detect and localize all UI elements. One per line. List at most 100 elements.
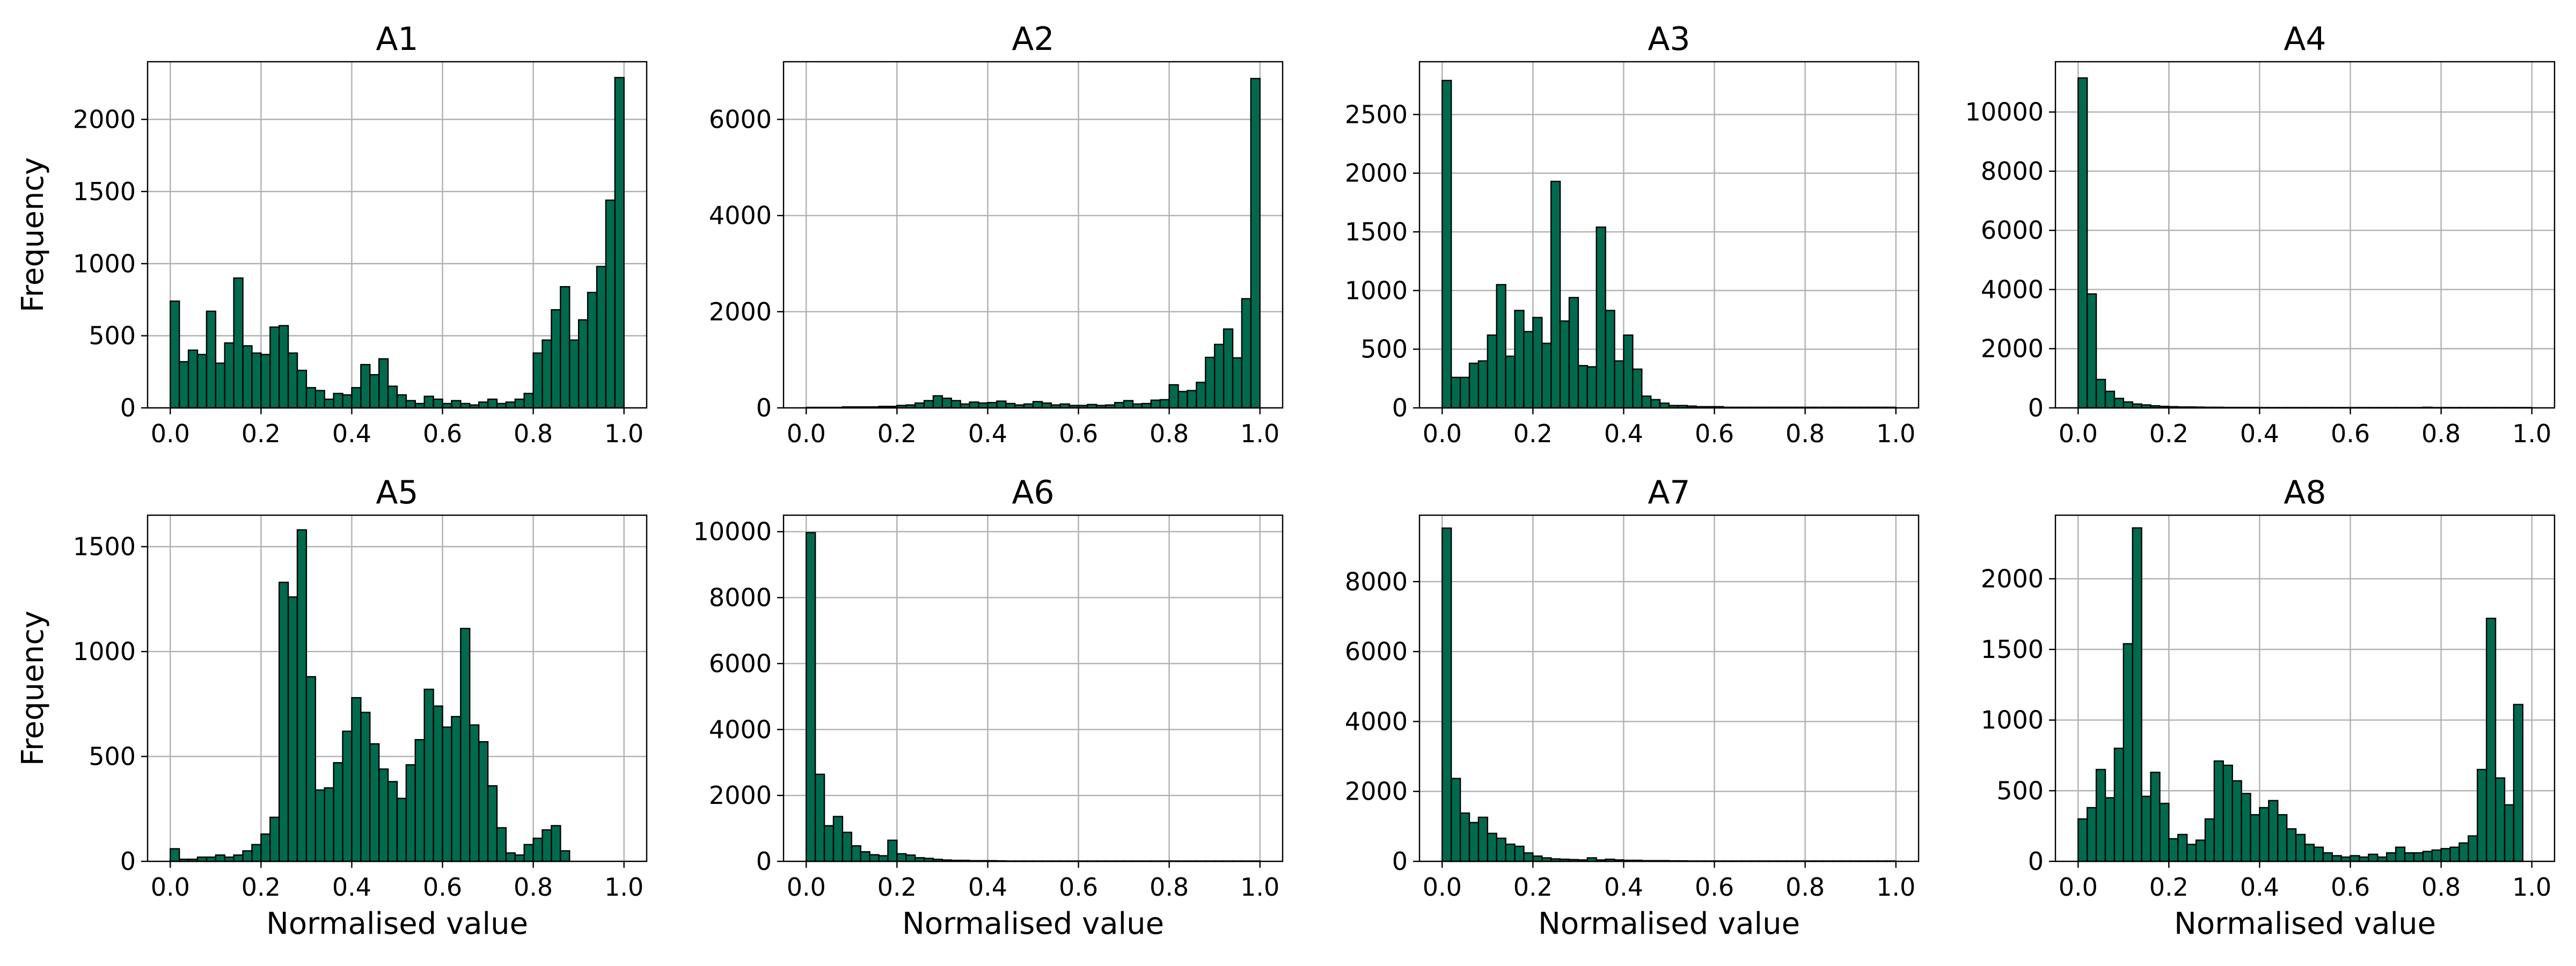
histogram-bar — [1150, 399, 1161, 409]
x-tick-label: 0.4 — [332, 419, 371, 448]
histogram-bar — [505, 401, 516, 409]
histogram-bar — [2395, 846, 2406, 862]
histogram-bar — [1196, 382, 1206, 409]
x-tick-label: 0.2 — [877, 419, 917, 448]
histogram-bar — [487, 785, 498, 862]
histogram-bar — [478, 401, 489, 409]
histogram-bar — [2141, 795, 2151, 862]
histogram-bar — [296, 369, 308, 409]
x-axis-label: Normalised value — [902, 906, 1164, 941]
histogram-bar — [196, 354, 208, 409]
histogram-bar — [560, 850, 570, 862]
x-tick-label: 0.2 — [241, 873, 281, 902]
plot-frame — [1418, 514, 1920, 862]
x-tick-label: 1.0 — [2512, 873, 2551, 902]
histogram-bar — [324, 398, 334, 409]
subplot-title: A6 — [1012, 474, 1054, 511]
subplot-title: A2 — [1012, 20, 1054, 58]
y-tick-label: 6000 — [709, 105, 772, 134]
histogram-bar — [941, 397, 953, 409]
x-tick-label: 0.6 — [423, 419, 462, 448]
subplot-a2: 0.0 0.2 0.4 0.6 0.8 1.0 0 2000 4000 6000 A2 — [709, 20, 1284, 448]
histogram-bar — [1441, 527, 1452, 862]
histogram-bar — [2504, 804, 2515, 862]
histogram-bar — [414, 739, 425, 862]
histogram-bar — [1477, 360, 1489, 409]
histogram-bar — [1541, 342, 1552, 409]
y-tick-label: 500 — [1360, 335, 1408, 364]
histogram-bar — [2159, 802, 2170, 862]
histogram-bar — [2168, 838, 2179, 862]
histogram-bar — [2113, 748, 2125, 862]
histogram-bar — [923, 400, 934, 409]
histogram-bar — [2123, 401, 2133, 409]
histogram-bar — [1177, 391, 1188, 409]
histogram-bar — [514, 854, 525, 862]
histogram-bar — [560, 286, 570, 409]
histogram-bar — [514, 398, 525, 409]
subplot-title: A8 — [2284, 474, 2326, 511]
plot-frame — [782, 61, 1284, 409]
histogram-bar — [1441, 79, 1452, 409]
y-tick-label: 0 — [120, 847, 136, 876]
y-tick-label: 2000 — [73, 105, 136, 134]
histogram-bar — [1514, 845, 1525, 862]
plot-frame — [1418, 61, 1920, 409]
histogram-bar — [2231, 780, 2242, 862]
histogram-bar — [1650, 399, 1661, 409]
histogram-bar — [2440, 848, 2451, 862]
histogram-bar — [1523, 852, 1534, 862]
y-tick-label: 8000 — [1345, 567, 1408, 596]
histogram-bar — [369, 743, 380, 862]
y-tick-label: 1500 — [73, 177, 136, 206]
histogram-bar — [296, 529, 308, 862]
y-tick-label: 0 — [2028, 847, 2044, 876]
x-tick-label: 0.2 — [1513, 873, 1553, 902]
histogram-bar — [2086, 807, 2097, 862]
histogram-bar — [851, 845, 861, 862]
histogram-bar — [1459, 812, 1470, 862]
y-tick-label: 8000 — [1981, 157, 2044, 186]
histogram-bar — [505, 852, 516, 862]
histogram-bar — [1514, 310, 1525, 409]
histogram-bar — [2350, 855, 2360, 862]
histogram-bar — [1114, 401, 1125, 409]
histogram-bar — [596, 266, 607, 409]
histogram-bar — [1532, 317, 1543, 409]
histogram-bar — [814, 773, 825, 862]
y-tick-label: 10000 — [1965, 98, 2044, 127]
histogram-bar — [2449, 846, 2460, 862]
histogram-bar — [378, 358, 389, 409]
y-tick-label: 6000 — [1345, 637, 1408, 666]
histogram-bar — [1205, 356, 1216, 409]
histogram-bar — [369, 374, 380, 409]
histogram-bar — [1450, 778, 1461, 862]
histogram-bar — [896, 853, 907, 862]
histogram-bar — [1250, 78, 1261, 409]
histogram-bar — [1632, 368, 1643, 409]
histogram-bar — [869, 854, 880, 862]
histogram-bar — [1550, 180, 1561, 409]
histogram-bar — [1232, 357, 1243, 409]
histogram-bar — [1596, 226, 1606, 409]
histogram-bar — [2113, 398, 2125, 409]
histogram-bar — [451, 400, 462, 409]
histogram-bar — [2458, 842, 2469, 862]
histogram-bar — [2177, 833, 2188, 862]
y-tick-label: 1000 — [73, 249, 136, 278]
y-tick-label: 2000 — [1345, 159, 1408, 188]
y-tick-label: 8000 — [709, 583, 772, 612]
histogram-bar — [1577, 365, 1589, 409]
histogram-bar — [978, 402, 989, 409]
histogram-bar — [2186, 844, 2197, 862]
histogram-bar — [1505, 843, 1516, 862]
x-tick-label: 0.6 — [1059, 419, 1098, 448]
histogram-bar — [2513, 704, 2524, 862]
histogram-bar — [2213, 760, 2224, 862]
x-tick-label: 1.0 — [1240, 419, 1279, 448]
histogram-bar — [532, 352, 543, 409]
x-tick-label: 0.6 — [1695, 419, 1734, 448]
histogram-bar — [2286, 828, 2297, 862]
histogram-bar — [1005, 402, 1016, 409]
x-tick-label: 0.8 — [2421, 419, 2461, 448]
